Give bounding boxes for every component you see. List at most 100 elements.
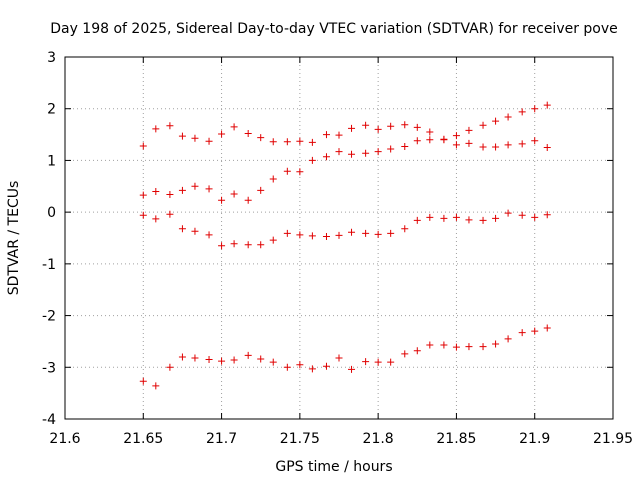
data-point (479, 343, 487, 351)
data-point (452, 343, 460, 351)
y-tick-label: -4 (42, 412, 56, 428)
data-point (296, 361, 304, 369)
data-point (205, 137, 213, 145)
data-point (374, 358, 382, 366)
y-tick-label: 3 (47, 50, 56, 66)
data-point (426, 136, 434, 144)
data-point (362, 149, 370, 157)
data-point (139, 142, 147, 150)
data-point (504, 113, 512, 121)
data-point (139, 211, 147, 219)
x-tick-label: 21.85 (436, 431, 476, 447)
data-point (308, 156, 316, 164)
data-point (387, 122, 395, 130)
data-point (244, 351, 252, 359)
data-point (387, 145, 395, 153)
data-point (335, 148, 343, 156)
data-point (218, 196, 226, 204)
data-point (504, 209, 512, 217)
data-point (492, 143, 500, 151)
data-point (322, 362, 330, 370)
data-point (362, 121, 370, 129)
x-tick-labels: 21.6 21.65 21.7 21.75 21.8 21.85 21.9 21.95 (49, 431, 633, 447)
data-point (413, 347, 421, 355)
data-point (283, 167, 291, 175)
plot-frame (64, 56, 614, 420)
data-point (543, 211, 551, 219)
data-point (269, 358, 277, 366)
data-point (283, 229, 291, 237)
x-tick-label: 21.9 (519, 431, 550, 447)
data-point (139, 191, 147, 199)
data-point (543, 144, 551, 151)
data-point (191, 134, 199, 142)
data-point (543, 101, 551, 109)
y-tick-label: -3 (42, 360, 56, 376)
data-point (518, 108, 526, 116)
data-point (440, 214, 448, 222)
data-point (244, 241, 252, 249)
data-point (413, 137, 421, 145)
data-point (178, 225, 186, 233)
data-point (387, 358, 395, 366)
data-point (348, 124, 356, 132)
data-point (218, 242, 226, 250)
data-point (152, 382, 160, 390)
data-point (191, 182, 199, 190)
data-point (178, 132, 186, 140)
chart-title: Day 198 of 2025, Sidereal Day-to-day VTE… (50, 21, 618, 37)
data-point (479, 216, 487, 224)
data-point (322, 131, 330, 139)
data-point (504, 141, 512, 149)
data-point (308, 365, 316, 373)
data-point (401, 225, 409, 233)
data-point (308, 232, 316, 240)
data-point (452, 132, 460, 140)
data-point (269, 175, 277, 183)
y-axis-label: SDTVAR / TECUs (6, 181, 22, 296)
data-point (452, 213, 460, 221)
data-point (518, 329, 526, 337)
data-point (492, 117, 500, 125)
data-point (205, 231, 213, 239)
data-point (257, 355, 265, 363)
data-point (374, 148, 382, 156)
data-point (426, 341, 434, 349)
data-point (518, 211, 526, 219)
data-point (166, 122, 174, 130)
x-tick-label: 21.95 (593, 431, 633, 447)
data-point (178, 353, 186, 361)
data-point (362, 229, 370, 237)
data-point (440, 135, 448, 143)
data-point (362, 358, 370, 366)
y-tick-label: 1 (47, 153, 56, 169)
data-point (348, 228, 356, 236)
x-axis-label: GPS time / hours (275, 459, 392, 475)
data-point (426, 128, 434, 136)
data-point (139, 377, 147, 385)
data-point (269, 138, 277, 146)
data-point (166, 210, 174, 218)
data-point (322, 232, 330, 240)
data-point (348, 365, 356, 373)
data-point (178, 186, 186, 194)
series-upper (139, 101, 551, 150)
data-point (283, 138, 291, 146)
data-point (401, 142, 409, 150)
data-point (465, 139, 473, 147)
x-tick-label: 21.6 (49, 431, 80, 447)
data-point (166, 363, 174, 371)
data-point (257, 241, 265, 249)
data-point (152, 125, 160, 133)
data-point (413, 216, 421, 224)
data-point (218, 357, 226, 365)
data-point (492, 214, 500, 222)
data-point (492, 340, 500, 348)
data-point (440, 341, 448, 349)
data-point (205, 185, 213, 193)
x-tick-label: 21.65 (123, 431, 163, 447)
grid (65, 57, 613, 419)
data-point (335, 231, 343, 239)
